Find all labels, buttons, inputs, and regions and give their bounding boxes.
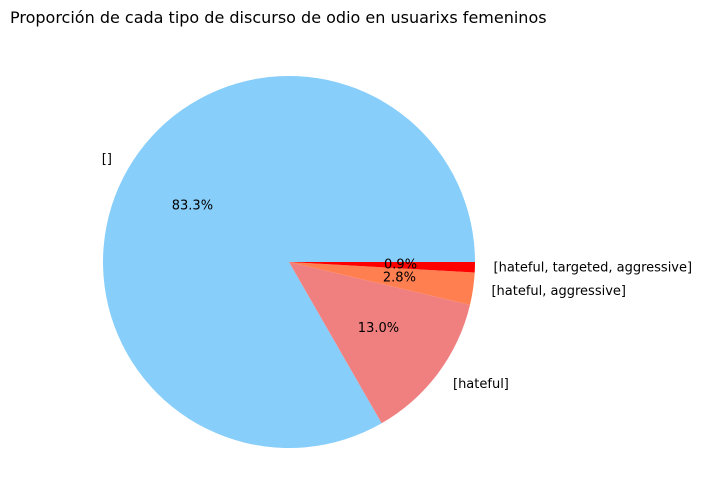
pie-slice-hateful-targeted-aggressive (289, 262, 475, 273)
slice-percent-hateful-aggressive: 2.8% (383, 271, 416, 286)
pie-slice-hateful (289, 262, 470, 424)
slice-percent-empty: 83.3% (172, 199, 213, 214)
slice-label-hateful-aggressive: [hateful, aggressive] (491, 284, 626, 299)
pie-slice-hateful-aggressive (289, 262, 475, 305)
slice-percent-hateful-targeted-aggressive: 0.9% (384, 258, 417, 273)
slice-label-empty: [] (102, 152, 112, 167)
pie-slice-empty (102, 76, 476, 449)
slice-percent-hateful: 13.0% (358, 321, 399, 336)
pie-labels: [] 83.3% [hateful] 13.0% [hateful, aggressiv… (102, 152, 692, 392)
slice-label-hateful: [hateful] (453, 377, 509, 392)
pie-slices (102, 76, 476, 449)
chart-title: Proporción de cada tipo de discurso de o… (10, 8, 547, 27)
slice-label-hateful-targeted-aggressive: [hateful, targeted, aggressive] (494, 260, 693, 275)
